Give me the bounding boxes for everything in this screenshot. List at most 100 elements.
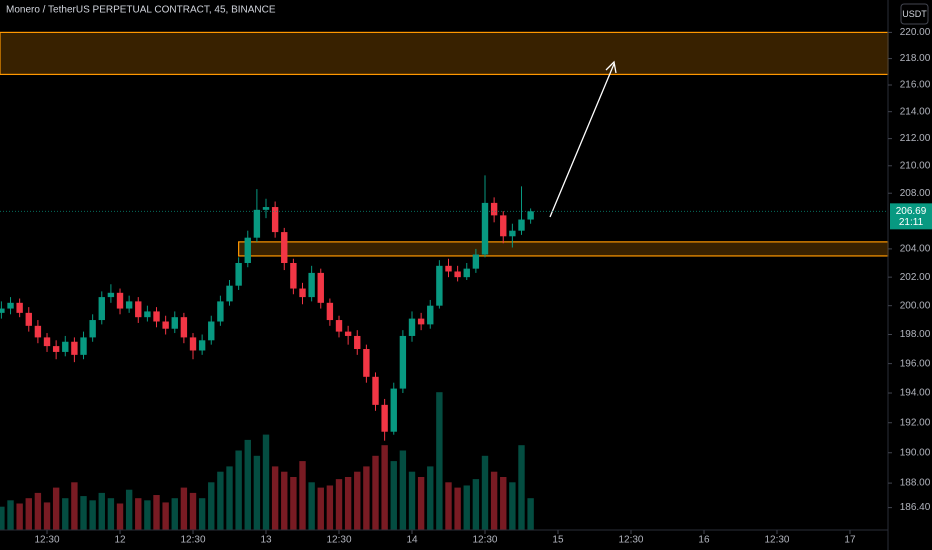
candle-body <box>226 285 233 302</box>
candle-body <box>180 317 188 338</box>
volume-bar <box>436 392 443 530</box>
y-tick-label: 188.00 <box>900 478 931 489</box>
volume-bar <box>135 498 142 530</box>
volume-bar <box>208 482 215 530</box>
volume-bar <box>472 479 480 530</box>
candle-body <box>527 211 534 220</box>
volume-bar <box>34 492 42 530</box>
candle-body <box>116 292 124 309</box>
y-tick-label: 212.00 <box>900 133 931 144</box>
volume-bar <box>25 498 32 530</box>
volume-bar <box>153 495 160 530</box>
volume-bar <box>62 498 69 530</box>
volume-bar <box>518 445 525 530</box>
volume-bar <box>262 434 270 530</box>
volume-bar <box>52 487 60 530</box>
y-tick-label: 210.00 <box>900 160 931 171</box>
candle-body <box>281 232 288 263</box>
candle-body <box>153 311 160 322</box>
volume-bar <box>363 466 370 530</box>
candle-body <box>262 207 270 210</box>
candle-body <box>25 312 32 326</box>
volume-bar <box>390 461 397 530</box>
volume-bar <box>244 439 251 530</box>
candle-body <box>52 346 60 352</box>
candle-body <box>344 331 352 336</box>
y-tick-label: 202.00 <box>900 272 931 283</box>
volume-bar <box>417 477 425 530</box>
last-price-label: 206.69 <box>896 206 927 217</box>
candle-body <box>417 318 425 325</box>
candle-body <box>34 325 42 338</box>
candle-body <box>16 302 23 313</box>
y-tick-label: 200.00 <box>900 300 931 311</box>
x-tick-label: 12:30 <box>180 535 205 546</box>
candle-body <box>125 301 133 309</box>
volume-bar <box>125 489 133 530</box>
volume-bar <box>144 500 151 530</box>
currency-button[interactable] <box>900 3 929 25</box>
volume-bar <box>317 487 324 530</box>
candle-body <box>253 209 261 238</box>
volume-bar <box>527 498 534 530</box>
resistance-zone <box>0 31 889 76</box>
volume-bar <box>399 450 407 530</box>
volume-bar <box>509 482 516 530</box>
candle-body <box>463 268 470 278</box>
volume-bar <box>107 498 115 530</box>
countdown-label: 21:11 <box>899 217 924 228</box>
candle-body <box>500 215 507 237</box>
last-price-tag <box>890 203 932 230</box>
x-tick-label: 13 <box>260 535 272 546</box>
y-tick-label: 204.00 <box>900 244 931 255</box>
y-tick-label: 220.00 <box>900 27 931 38</box>
y-tick-label: 194.00 <box>900 388 931 399</box>
x-tick-label: 15 <box>552 535 564 546</box>
candle-body <box>509 230 516 237</box>
volume-bar <box>226 466 233 530</box>
y-tick-label: 192.00 <box>900 417 931 428</box>
y-tick-label: 216.00 <box>900 80 931 91</box>
candle-body <box>80 337 87 355</box>
volume-bar <box>217 471 224 530</box>
candle-body <box>144 311 151 318</box>
volume-bar <box>271 466 279 530</box>
volume-bar <box>180 487 188 530</box>
volume-bar <box>281 471 288 530</box>
candle-body <box>381 404 388 432</box>
candle-body <box>62 341 69 352</box>
volume-bar <box>189 492 197 530</box>
x-tick-label: 12:30 <box>764 535 789 546</box>
candle-body <box>271 207 279 233</box>
candle-body <box>290 262 297 289</box>
candle-body <box>481 202 489 255</box>
candle-body <box>445 265 452 272</box>
volume-bar <box>481 455 489 530</box>
volume-bar <box>71 482 78 530</box>
currency-label[interactable]: USDT <box>902 9 927 19</box>
candle-body <box>0 308 5 313</box>
candle-body <box>217 301 224 322</box>
candle-body <box>372 376 379 405</box>
volume-bar <box>454 487 461 530</box>
y-tick-label: 208.00 <box>900 188 931 199</box>
resistance-zone <box>238 241 889 257</box>
candle-body <box>189 337 197 351</box>
candle-body <box>326 302 334 321</box>
x-tick-label: 16 <box>698 535 710 546</box>
volume-bar <box>43 502 51 530</box>
candle-body <box>408 318 416 336</box>
volume-bar <box>116 503 124 530</box>
candle-body <box>43 337 51 347</box>
chart-title: Monero / TetherUS PERPETUAL CONTRACT, 45… <box>6 5 276 16</box>
candle-body <box>135 301 142 318</box>
volume-bar <box>198 498 206 530</box>
candle-body <box>354 335 361 350</box>
x-tick-label: 14 <box>406 535 418 546</box>
plot-area <box>0 31 889 530</box>
projection-arrow <box>549 63 615 218</box>
volume-bar <box>0 506 5 530</box>
volume-bar <box>308 482 315 530</box>
y-tick-label: 190.00 <box>900 447 931 458</box>
x-tick-label: 12:30 <box>472 535 497 546</box>
